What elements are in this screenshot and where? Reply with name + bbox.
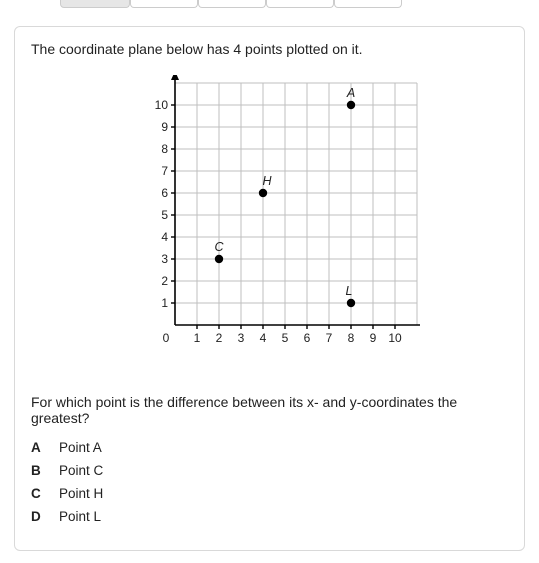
answer-choice[interactable]: APoint A (31, 440, 508, 455)
answer-choice[interactable]: BPoint C (31, 463, 508, 478)
svg-text:7: 7 (325, 331, 332, 345)
choice-letter: D (31, 509, 59, 524)
svg-text:L: L (345, 284, 352, 298)
tab[interactable] (266, 0, 334, 8)
svg-text:A: A (345, 86, 354, 100)
choice-text: Point L (59, 509, 101, 524)
svg-text:5: 5 (161, 208, 168, 222)
svg-text:4: 4 (161, 230, 168, 244)
answer-choice[interactable]: DPoint L (31, 509, 508, 524)
choice-letter: B (31, 463, 59, 478)
svg-text:8: 8 (347, 331, 354, 345)
svg-text:4: 4 (259, 331, 266, 345)
tab[interactable] (198, 0, 266, 8)
svg-text:0: 0 (162, 331, 169, 345)
choice-text: Point C (59, 463, 103, 478)
coordinate-grid-svg: 12345678910123456789100yxACHL (120, 75, 420, 365)
svg-text:7: 7 (161, 164, 168, 178)
svg-text:3: 3 (161, 252, 168, 266)
question-text: For which point is the difference betwee… (31, 394, 508, 426)
question-card: The coordinate plane below has 4 points … (14, 26, 525, 551)
tab-strip (50, 0, 539, 20)
choice-letter: A (31, 440, 59, 455)
svg-text:1: 1 (193, 331, 200, 345)
answer-choice[interactable]: CPoint H (31, 486, 508, 501)
svg-text:6: 6 (161, 186, 168, 200)
svg-text:8: 8 (161, 142, 168, 156)
svg-text:10: 10 (388, 331, 402, 345)
choice-text: Point H (59, 486, 103, 501)
svg-text:5: 5 (281, 331, 288, 345)
svg-text:9: 9 (369, 331, 376, 345)
coordinate-plane: 12345678910123456789100yxACHL (31, 75, 508, 370)
answer-choices: APoint ABPoint CCPoint HDPoint L (31, 440, 508, 524)
tab[interactable] (130, 0, 198, 8)
svg-text:C: C (214, 240, 224, 254)
intro-text: The coordinate plane below has 4 points … (31, 41, 508, 57)
choice-text: Point A (59, 440, 102, 455)
svg-text:3: 3 (237, 331, 244, 345)
choice-letter: C (31, 486, 59, 501)
svg-text:6: 6 (303, 331, 310, 345)
svg-text:10: 10 (154, 98, 168, 112)
svg-text:1: 1 (161, 296, 168, 310)
svg-text:2: 2 (215, 331, 222, 345)
tab[interactable] (334, 0, 402, 8)
svg-text:9: 9 (161, 120, 168, 134)
svg-text:H: H (262, 174, 272, 188)
svg-text:2: 2 (161, 274, 168, 288)
tab[interactable] (60, 0, 130, 8)
